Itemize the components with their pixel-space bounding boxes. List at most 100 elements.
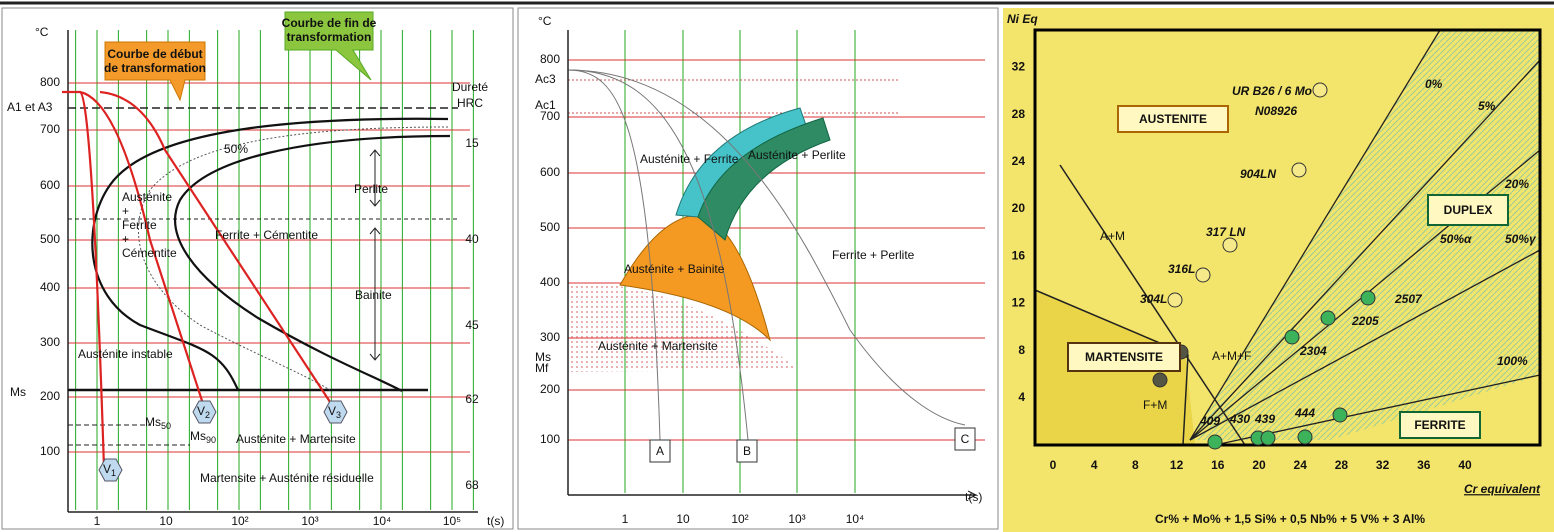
callout-text: Courbe de fin de	[282, 16, 377, 30]
ms90-label-base: Ms	[190, 429, 206, 443]
ms-label: Ms	[535, 350, 551, 364]
y-tick-label: 12	[1012, 296, 1026, 310]
curve-label: C	[961, 432, 970, 446]
v-label-sub: 2	[205, 410, 210, 420]
hardness-value: 15	[465, 136, 479, 150]
region-label: DUPLEX	[1444, 203, 1493, 217]
panel-cct	[517, 7, 999, 530]
callout-text: de transformation	[104, 61, 206, 75]
y-tick-label: 32	[1012, 60, 1026, 74]
y-tick-label: 400	[540, 275, 560, 289]
region-label: FERRITE	[1414, 418, 1465, 432]
y-tick-label: 500	[540, 220, 560, 234]
region-label: Ferrite	[122, 218, 157, 232]
x-tick-label: 10	[676, 512, 690, 526]
x-tick-label: 16	[1211, 458, 1225, 472]
grade-marker-open	[1291, 162, 1307, 178]
curve-label: A	[656, 444, 664, 458]
curve-box	[736, 439, 758, 463]
y-tick-label: 800	[540, 52, 560, 66]
callout-text: Courbe de début	[107, 47, 202, 61]
callout-end	[284, 11, 374, 81]
y-tick-label: 20	[1012, 201, 1026, 215]
region-box	[1427, 194, 1509, 226]
ferrite-line-label: 50%γ	[1505, 232, 1537, 246]
ferrite-line-label: 20%	[1504, 177, 1529, 191]
fifty-curve	[137, 126, 449, 391]
x-tick-label: 10²	[231, 514, 248, 528]
region-label: Austénite	[122, 190, 172, 204]
hardness-title: HRC	[457, 96, 483, 110]
grade-label: 316L	[1168, 262, 1195, 276]
v-badge	[192, 400, 217, 424]
ac1-label: Ac1	[535, 98, 556, 112]
x-tick-label: 10⁵	[443, 514, 461, 528]
y-tick-label: 800	[40, 75, 60, 89]
region-label: Austénite + Perlite	[748, 148, 846, 162]
ms90-label-sub: 90	[206, 435, 216, 445]
grade-label: 904LN	[1240, 167, 1276, 181]
grade-label: UR B26 / 6 Mo	[1232, 84, 1312, 98]
grade-label: N08926	[1255, 104, 1297, 118]
hardness-value: 68	[465, 478, 479, 492]
grade-marker-green	[1332, 407, 1348, 423]
hardness-value: 45	[465, 318, 479, 332]
duplex-area	[1190, 30, 1540, 440]
region-label: Cémentite	[122, 246, 177, 260]
unit-label: °C	[538, 14, 552, 28]
v-badge	[98, 458, 123, 482]
ms50-label: Ms50	[145, 415, 171, 431]
x-tick-label: 28	[1335, 458, 1349, 472]
x-tick-label: 24	[1294, 458, 1308, 472]
region-label: Ferrite + Cémentite	[215, 228, 318, 242]
x-tick-label: 10⁴	[846, 512, 865, 526]
x-tick-label: 20	[1252, 458, 1266, 472]
end-curve	[174, 134, 451, 392]
grade-marker-green	[1360, 290, 1376, 306]
unit-label: °C	[35, 25, 49, 39]
y-tick-label: 28	[1012, 107, 1026, 121]
hardness-title: Dureté	[452, 80, 488, 94]
cooling-v3	[99, 90, 333, 406]
grade-label: 444	[1294, 406, 1315, 420]
x-tick-label: 36	[1417, 458, 1431, 472]
grade-marker-open	[1195, 267, 1211, 283]
y-axis-label: Ni Eq	[1007, 12, 1038, 26]
x-tick-label: 1	[94, 514, 101, 528]
formula: Cr% + Mo% + 1,5 Si% + 0,5 Nb% + 5 V% + 3…	[1155, 512, 1425, 526]
region-box	[1117, 105, 1229, 133]
region-label: Austénite + Martensite	[598, 339, 718, 353]
v-label: V1	[103, 462, 116, 478]
ac3-label: Ac3	[535, 72, 556, 86]
bainite-area	[619, 214, 771, 342]
mf-label: Mf	[535, 361, 549, 375]
grade-label: 430	[1229, 412, 1250, 426]
grade-marker-green	[1284, 329, 1300, 345]
x-tick-label: 10	[159, 514, 173, 528]
callout-start	[104, 41, 206, 102]
x-tick-label: 10³	[788, 512, 805, 526]
region-label: A+M+F	[1212, 349, 1251, 363]
grade-label: 317 LN	[1206, 225, 1246, 239]
ms50-label-sub: 50	[161, 421, 171, 431]
grade-label: 2304	[1299, 344, 1327, 358]
ms50-label-base: Ms	[145, 415, 161, 429]
cooling-v1	[62, 90, 106, 469]
grade-label: 409	[1199, 414, 1220, 428]
region-label: +	[122, 204, 129, 218]
region-label: Ferrite + Perlite	[832, 248, 915, 262]
y-tick-label: 700	[540, 109, 560, 123]
region-label: Austénite + Martensite	[236, 432, 356, 446]
region-label: AUSTENITE	[1139, 112, 1207, 126]
grade-marker-open	[1167, 292, 1183, 308]
x-tick-label: 10³	[301, 514, 318, 528]
line-0	[1189, 29, 1441, 441]
callout-text: transformation	[287, 30, 372, 44]
region-label: Austénite + Ferrite	[640, 152, 739, 166]
cooling-b	[567, 69, 749, 441]
grade-marker-green	[1320, 310, 1336, 326]
v-label-sub: 3	[336, 410, 341, 420]
y-tick-label: 100	[540, 432, 560, 446]
y-tick-label: 400	[40, 280, 60, 294]
